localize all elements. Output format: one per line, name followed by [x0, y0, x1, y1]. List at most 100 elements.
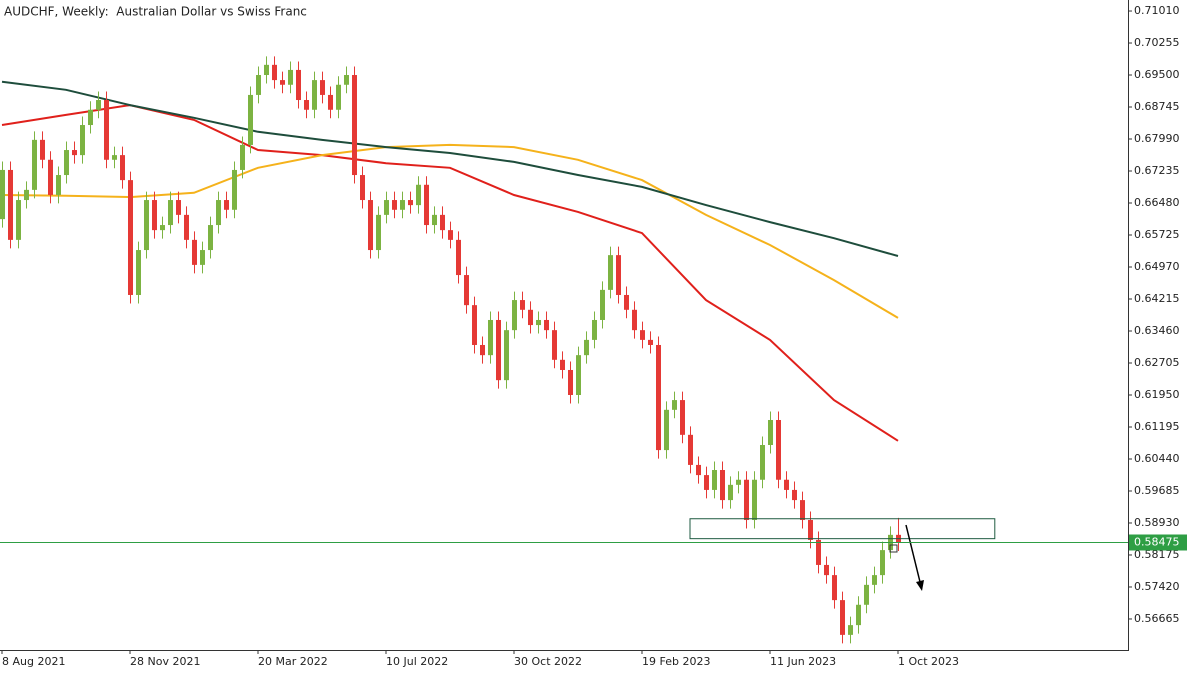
candle-body [440, 214, 445, 231]
y-tick-label: 0.60440 [1134, 452, 1180, 465]
y-tick-label: 0.63460 [1134, 324, 1180, 337]
candle-body [56, 175, 61, 195]
x-tick-label: 28 Nov 2021 [130, 655, 200, 668]
candle-body [848, 625, 853, 635]
candle-body [112, 155, 117, 160]
candle-body [736, 479, 741, 485]
candle-body [328, 94, 333, 110]
y-tick-label: 0.67990 [1134, 132, 1180, 145]
candle-body [288, 69, 293, 85]
candle-body [480, 344, 485, 356]
candle-body [368, 200, 373, 251]
candle-body [592, 319, 597, 340]
candle-body [712, 470, 717, 490]
zone-box [689, 518, 996, 540]
candle-body [768, 419, 773, 446]
candle-body [536, 319, 541, 326]
candle-body [304, 100, 309, 110]
candle-body [168, 200, 173, 226]
candle-body [80, 125, 85, 156]
candle-body [648, 339, 653, 345]
candle-body [784, 479, 789, 490]
candle-body [760, 445, 765, 480]
arrow-shaft [905, 524, 922, 587]
y-tick-label: 0.69500 [1134, 68, 1180, 81]
x-tick-label: 11 Jun 2023 [770, 655, 836, 668]
candle-body [656, 344, 661, 451]
candle-body [376, 214, 381, 251]
candle-body [64, 150, 69, 176]
y-tick-label: 0.64215 [1134, 292, 1180, 305]
y-tick-label: 0.61950 [1134, 388, 1180, 401]
candle-body [744, 479, 749, 521]
candle-body [352, 75, 357, 176]
candle-body [856, 604, 861, 626]
candle-body [40, 139, 45, 160]
candle-body [688, 434, 693, 465]
candle-body [104, 100, 109, 160]
candle-body [120, 155, 125, 181]
candle-body [224, 200, 229, 210]
x-tick-label: 1 Oct 2023 [898, 655, 959, 668]
candle-body [24, 189, 29, 201]
last-price-tag [1129, 534, 1187, 551]
candle-body [8, 169, 13, 240]
y-tick-label: 0.58930 [1134, 516, 1180, 529]
candle-body [528, 309, 533, 326]
candle-body [200, 250, 205, 265]
candle-body [488, 319, 493, 356]
candle-body [880, 550, 885, 576]
moving-average-line [1, 143, 899, 319]
arrow-head [916, 580, 924, 591]
candle-body [432, 214, 437, 226]
candle-body [336, 84, 341, 110]
candle-body [136, 250, 141, 295]
candle-body [816, 539, 821, 565]
chart-title: AUDCHF, Weekly: Australian Dollar vs Swi… [4, 5, 307, 19]
candle-body [192, 239, 197, 265]
y-tick-label: 0.62705 [1134, 356, 1180, 369]
candle-body [144, 200, 149, 251]
candle-body [32, 139, 37, 190]
candle-body [88, 109, 93, 126]
candle-body [520, 300, 525, 310]
candle-body [808, 520, 813, 540]
y-tick-label: 0.67235 [1134, 164, 1180, 177]
candle-body [584, 339, 589, 356]
candle-body [456, 239, 461, 276]
candle-body [632, 309, 637, 331]
candle-body [296, 69, 301, 101]
candle-body [792, 489, 797, 501]
candle-body [176, 200, 181, 215]
candle-body [552, 330, 557, 360]
candle-body [728, 484, 733, 501]
y-tick-label: 0.59685 [1134, 484, 1180, 497]
candle-body [472, 305, 477, 345]
candle-body [240, 144, 245, 170]
candle-body [384, 200, 389, 215]
candle-body [392, 200, 397, 210]
candle-body [208, 225, 213, 251]
candle-body [512, 300, 517, 331]
y-tick-label: 0.58175 [1134, 548, 1180, 561]
candle-body [248, 94, 253, 145]
candle-body [560, 359, 565, 370]
y-tick-label: 0.65725 [1134, 228, 1180, 241]
moving-average-line [1, 80, 899, 257]
candle-body [752, 479, 757, 521]
candle-body [416, 184, 421, 206]
candle-body [664, 409, 669, 451]
candle-body [824, 564, 829, 576]
candle-body [800, 500, 805, 521]
candle-body [840, 600, 845, 635]
candle-body [272, 64, 277, 81]
candle-body [264, 64, 269, 76]
candle-body [48, 159, 53, 195]
x-tick-label: 30 Oct 2022 [514, 655, 582, 668]
candle-body [152, 200, 157, 231]
candle-body [400, 200, 405, 210]
candle-body [504, 330, 509, 381]
candle-body [776, 419, 781, 480]
candle-body [256, 75, 261, 95]
